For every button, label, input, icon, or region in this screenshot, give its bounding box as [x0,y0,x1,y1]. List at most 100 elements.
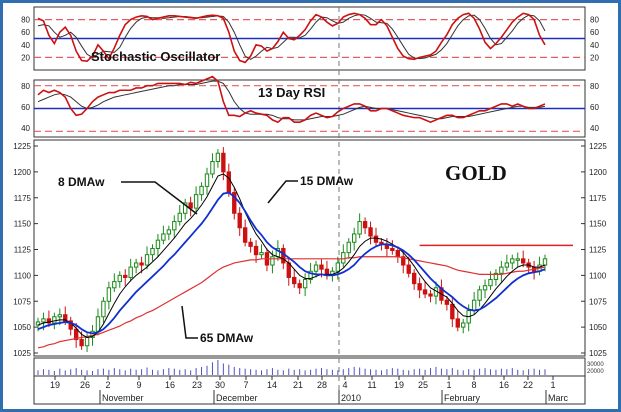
candle-body [292,276,297,285]
candle-body [112,281,117,289]
candle-body [139,262,144,266]
month-label: 2010 [341,393,361,403]
dma8-label: 8 DMAw [58,175,105,189]
day-tick-label: 25 [418,380,428,390]
day-tick-label: 7 [243,380,248,390]
candle-body [395,250,400,258]
candle-body [417,283,422,291]
candle-body [504,262,510,268]
candle-body [221,152,226,173]
stoch-tick-right: 20 [590,53,599,62]
candle-body [106,287,112,302]
candle-body [155,239,161,249]
rsi-line [37,75,546,124]
candle-body [373,235,379,243]
volume-tick-a: 30000 [587,362,604,368]
candle-body [281,247,286,264]
candle-body [210,161,215,175]
stoch-tick-left: 60 [21,28,30,37]
day-tick-label: 19 [50,380,60,390]
stoch-tick-right: 40 [590,41,599,50]
candle-body [63,314,68,322]
candle-body [401,256,406,266]
day-tick-label: 14 [267,380,277,390]
candle-body [46,318,52,324]
candle-body [461,322,466,328]
day-tick-label: 23 [192,380,202,390]
day-tick-label: 21 [293,380,303,390]
stoch-tick-left: 40 [21,41,30,50]
price-tick-left: 1200 [13,168,31,177]
month-label: December [216,393,258,403]
day-tick-label: 16 [499,380,509,390]
price-tick-left: 1175 [14,194,32,203]
stochastic-label: Stochastic Oscillator [91,49,220,64]
candle-body [499,266,504,274]
axis-layer: 19 26 2 9 16 23 30 7 14 21 28 4 11 19 25 1 8 16 22 1 Novembe… [50,376,568,404]
candle-body [144,254,150,266]
month-label: Marc [548,393,568,403]
volume-panel [33,357,586,377]
day-tick-label: 28 [317,380,327,390]
candle-body [41,318,46,323]
candle-body [510,258,515,264]
candle-body [362,221,368,229]
candle-body [259,252,264,256]
rsi-label: 13 Day RSI [258,85,325,100]
candle-body [117,274,122,283]
candle-body [161,233,166,241]
dma65-pointer [181,305,198,339]
date-axis [33,375,586,405]
candle-body [422,289,428,295]
candle-body [150,247,155,256]
price-tick-left: 1075 [13,297,31,306]
day-tick-label: 11 [367,380,376,390]
candle-body [128,266,133,278]
rsi-layer: 80 80 60 60 40 40 [21,75,599,133]
price-tick-right: 1100 [589,271,607,280]
rsi-tick-left: 40 [21,124,30,133]
candle-body [79,339,84,347]
dma8-line [37,173,546,339]
candle-body [177,212,182,223]
stoch-tick-left: 20 [21,53,30,62]
day-tick-label: 9 [136,380,141,390]
candle-body [515,258,520,261]
candle-body [455,318,460,328]
candle-body [188,202,193,209]
price-tick-right: 1125 [589,246,607,255]
month-label: November [102,393,144,403]
candle-body [270,256,275,266]
candle-body [313,264,319,272]
candle-body [172,221,177,231]
candle-body [248,241,253,247]
price-tick-left: 1025 [13,349,31,358]
stoch-tick-right: 60 [590,28,599,37]
rsi-tick-left: 80 [21,82,30,91]
candle-body [368,227,373,237]
candle-body [166,229,172,235]
candle-body [521,258,526,264]
candle-body [226,171,231,194]
candle-body [471,299,477,312]
candle-body [346,241,351,254]
day-tick-label: 1 [446,380,451,390]
dma15-line [37,191,546,335]
candle-body [232,192,237,214]
candle-body [542,258,548,266]
candle-body [302,279,308,289]
stoch-tick-left: 80 [21,16,30,25]
candle-body [341,252,346,264]
candle-body [90,330,95,338]
stochastic-layer: 20 20 40 40 60 60 80 80 [21,12,599,64]
candle-body [215,152,221,163]
candle-body [193,194,199,209]
candle-body [406,264,411,274]
candle-body [450,303,455,320]
candle-body [482,285,488,291]
price-tick-right: 1200 [589,168,607,177]
price-tick-right: 1075 [589,297,607,306]
price-tick-right: 1050 [589,323,607,332]
rsi-tick-right: 60 [590,103,599,112]
candle-body [477,289,482,301]
